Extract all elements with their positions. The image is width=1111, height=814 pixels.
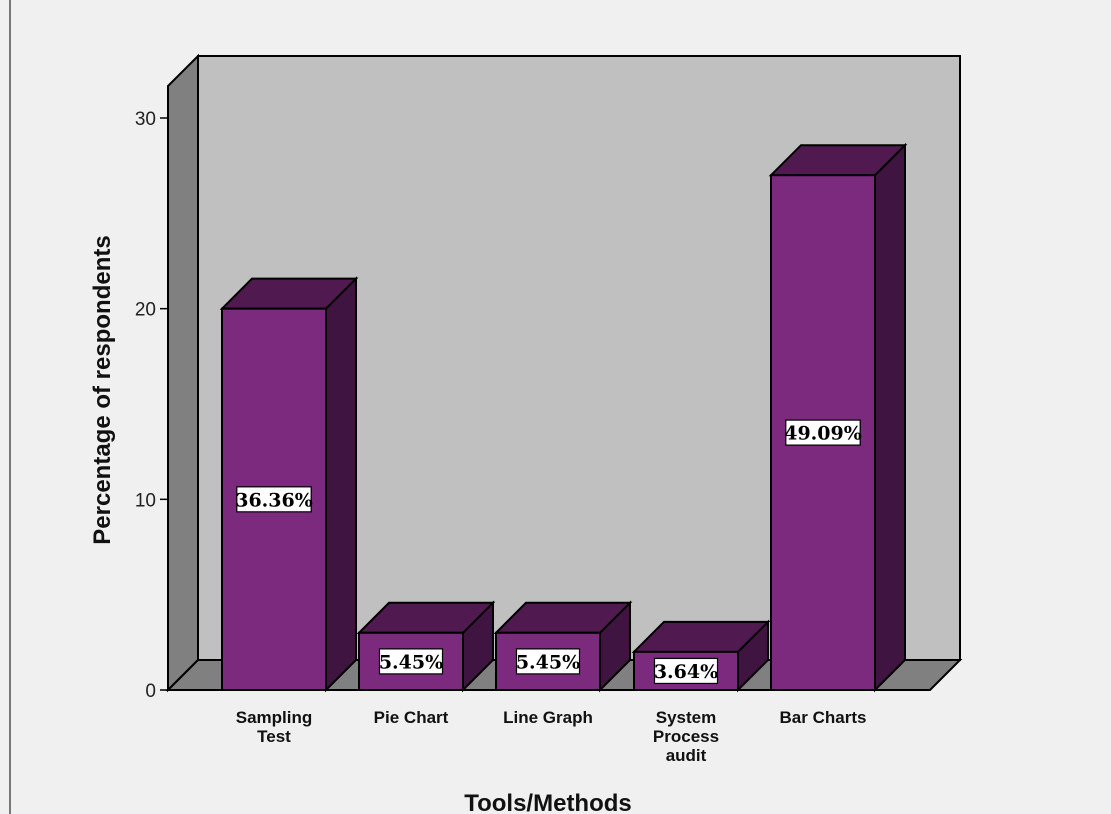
x-tick-label-line: Bar Charts — [780, 708, 867, 727]
data-label: 36.36% — [235, 489, 313, 511]
x-axis-title: Tools/Methods — [464, 790, 632, 814]
y-tick-label: 0 — [145, 681, 156, 702]
data-label-box — [653, 657, 719, 685]
x-tick-label: Sampling Test — [236, 708, 313, 746]
y-tick-label: 10 — [135, 490, 156, 511]
x-tick-label-line: Test — [257, 727, 291, 746]
x-tick-label-line: audit — [666, 746, 707, 765]
data-label: 3.64% — [654, 661, 718, 683]
x-tick-label-line: Process — [653, 727, 719, 746]
data-label-box — [785, 419, 861, 446]
y-tick-label: 20 — [135, 300, 156, 321]
bar-side — [874, 142, 906, 693]
data-label-box — [515, 648, 581, 675]
data-label: 49.09% — [784, 423, 862, 445]
x-tick-label-line: Pie Chart — [374, 708, 449, 727]
bar-3 — [493, 600, 633, 693]
x-tick-label: Pie Chart — [374, 708, 449, 727]
x-tick-label: Bar Charts — [780, 708, 867, 727]
x-tick-label-line: Line Graph — [503, 708, 593, 727]
bar-2 — [356, 600, 496, 693]
x-tick-label-line: System — [656, 708, 716, 727]
x-tick-label: Line Graph — [503, 708, 593, 727]
data-label-box — [236, 486, 312, 513]
y-axis-title: Percentage of respondents — [89, 235, 116, 544]
data-label: 5.45% — [516, 651, 580, 673]
bar-5 — [768, 142, 908, 693]
x-tick-label-line: Sampling — [236, 708, 313, 727]
bar-side — [325, 276, 357, 693]
x-tick-label: System Process audit — [653, 708, 719, 765]
y-tick-label: 30 — [135, 109, 156, 130]
data-label-box — [378, 648, 444, 675]
bar-1 — [219, 276, 359, 693]
data-label: 5.45% — [379, 651, 443, 673]
chart-side-wall — [167, 53, 199, 693]
